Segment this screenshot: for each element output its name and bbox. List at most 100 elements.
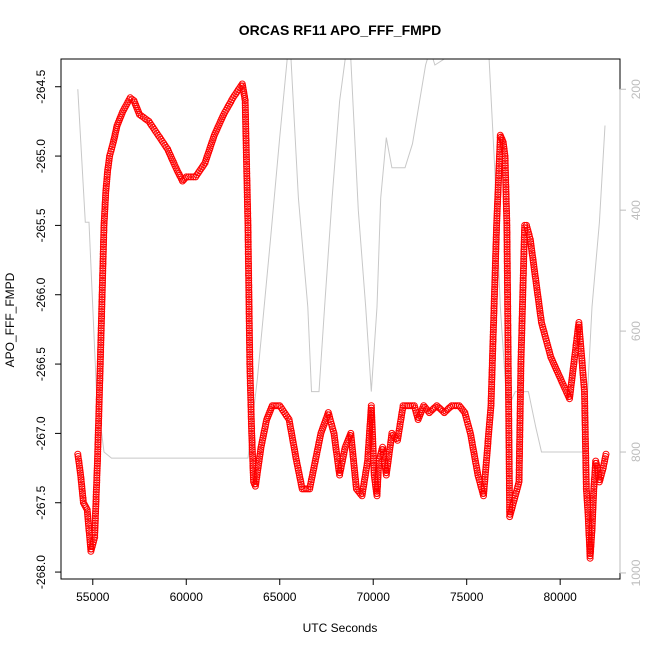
data-point xyxy=(492,255,500,263)
data-point xyxy=(581,433,589,441)
data-point xyxy=(75,457,83,465)
data-point xyxy=(248,441,256,449)
data-point xyxy=(185,173,193,181)
data-point xyxy=(517,365,525,373)
data-point xyxy=(516,393,524,401)
data-point xyxy=(587,536,595,544)
data-point xyxy=(255,457,263,465)
data-point xyxy=(505,403,513,411)
data-point xyxy=(256,450,264,458)
data-point xyxy=(531,270,539,278)
data-point xyxy=(244,241,252,248)
data-point xyxy=(99,274,107,282)
data-point xyxy=(491,281,499,289)
data-point xyxy=(504,341,512,349)
data-point xyxy=(491,259,499,267)
data-point xyxy=(505,431,513,439)
data-point xyxy=(488,376,496,384)
data-point xyxy=(99,253,107,260)
data-point xyxy=(77,476,85,484)
data-point xyxy=(347,434,355,442)
data-point xyxy=(488,380,496,388)
data-point xyxy=(384,457,392,465)
data-point xyxy=(92,507,100,515)
data-point xyxy=(505,412,513,420)
data-point xyxy=(517,358,525,366)
data-point xyxy=(482,459,490,467)
data-point xyxy=(485,430,493,438)
data-point xyxy=(75,462,83,470)
data-point xyxy=(491,269,499,277)
y2-tick-label: 800 xyxy=(629,442,643,462)
data-point xyxy=(374,473,382,481)
data-point xyxy=(98,291,106,299)
data-point xyxy=(92,491,100,498)
data-point xyxy=(363,462,371,470)
data-point xyxy=(100,241,107,248)
data-point xyxy=(374,476,382,484)
data-point xyxy=(368,406,375,414)
data-point xyxy=(504,291,512,299)
data-point xyxy=(91,533,99,541)
data-point xyxy=(520,248,528,256)
data-point xyxy=(518,308,526,315)
y-tick-label: -268.0 xyxy=(34,555,48,589)
data-point xyxy=(93,460,101,467)
data-point xyxy=(97,334,105,342)
data-point xyxy=(502,169,509,177)
data-point xyxy=(358,490,366,497)
data-point xyxy=(98,303,106,311)
data-point xyxy=(515,466,523,474)
data-point xyxy=(242,130,250,138)
data-point xyxy=(97,324,105,332)
data-point xyxy=(245,317,253,325)
data-point xyxy=(374,483,381,491)
data-point xyxy=(247,389,255,397)
data-point xyxy=(503,252,511,260)
data-point xyxy=(520,255,528,263)
data-point xyxy=(95,393,103,401)
data-point xyxy=(386,446,394,454)
data-point xyxy=(489,352,496,360)
data-point xyxy=(489,342,497,350)
data-point xyxy=(350,459,358,467)
data-point xyxy=(100,219,108,227)
data-point xyxy=(582,471,590,479)
data-point xyxy=(515,464,523,472)
data-point xyxy=(97,331,105,339)
data-point xyxy=(247,408,255,416)
data-point xyxy=(253,471,261,479)
data-point xyxy=(505,417,513,425)
data-point xyxy=(502,200,510,208)
data-point xyxy=(246,351,254,358)
data-point xyxy=(246,334,253,342)
data-point xyxy=(487,402,495,410)
data-point xyxy=(245,276,253,284)
data-point xyxy=(352,476,359,484)
data-point xyxy=(485,428,493,436)
data-point xyxy=(97,353,104,361)
data-point xyxy=(96,384,104,392)
data-point xyxy=(493,219,501,227)
data-point xyxy=(505,484,513,492)
data-point xyxy=(379,446,387,454)
data-point xyxy=(248,434,256,442)
data-point xyxy=(582,466,590,474)
data-point xyxy=(503,248,511,256)
data-point xyxy=(330,429,338,437)
data-point xyxy=(575,319,583,326)
data-point xyxy=(586,552,594,560)
data-point xyxy=(482,461,490,469)
data-point xyxy=(503,262,511,270)
data-point xyxy=(518,334,526,342)
data-point xyxy=(246,382,254,390)
data-point xyxy=(504,365,512,373)
data-point xyxy=(501,162,509,170)
data-point xyxy=(95,396,103,404)
data-point xyxy=(517,381,525,389)
data-point xyxy=(480,487,488,495)
data-point xyxy=(503,212,511,220)
data-point xyxy=(480,492,487,500)
data-point xyxy=(504,324,512,332)
data-point xyxy=(589,499,597,507)
